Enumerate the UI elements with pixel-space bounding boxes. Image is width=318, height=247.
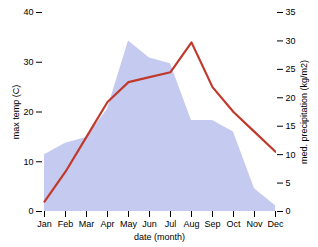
svg-text:30: 30 bbox=[286, 36, 296, 46]
svg-text:20: 20 bbox=[23, 107, 33, 117]
svg-text:30: 30 bbox=[23, 57, 33, 67]
svg-text:Jun: Jun bbox=[142, 219, 157, 229]
svg-text:Mar: Mar bbox=[79, 219, 95, 229]
svg-text:Aug: Aug bbox=[183, 219, 199, 229]
svg-text:Oct: Oct bbox=[226, 219, 241, 229]
svg-text:20: 20 bbox=[286, 93, 296, 103]
svg-text:Feb: Feb bbox=[58, 219, 74, 229]
svg-text:15: 15 bbox=[286, 121, 296, 131]
svg-text:max temp (C): max temp (C) bbox=[11, 85, 21, 140]
svg-text:10: 10 bbox=[286, 150, 296, 160]
svg-text:10: 10 bbox=[23, 157, 33, 167]
svg-text:5: 5 bbox=[286, 178, 291, 188]
svg-text:25: 25 bbox=[286, 64, 296, 74]
svg-text:date (month): date (month) bbox=[134, 232, 185, 242]
svg-text:Sep: Sep bbox=[204, 219, 220, 229]
svg-text:Apr: Apr bbox=[100, 219, 114, 229]
svg-text:0: 0 bbox=[28, 206, 33, 216]
svg-text:Nov: Nov bbox=[246, 219, 263, 229]
svg-text:Jan: Jan bbox=[37, 219, 52, 229]
svg-text:May: May bbox=[120, 219, 138, 229]
svg-text:med. precipitation (kg/m2): med. precipitation (kg/m2) bbox=[299, 60, 309, 164]
svg-text:35: 35 bbox=[286, 7, 296, 17]
svg-text:Dec: Dec bbox=[267, 219, 284, 229]
svg-text:40: 40 bbox=[23, 7, 33, 17]
svg-text:Jul: Jul bbox=[165, 219, 177, 229]
svg-text:0: 0 bbox=[286, 206, 291, 216]
